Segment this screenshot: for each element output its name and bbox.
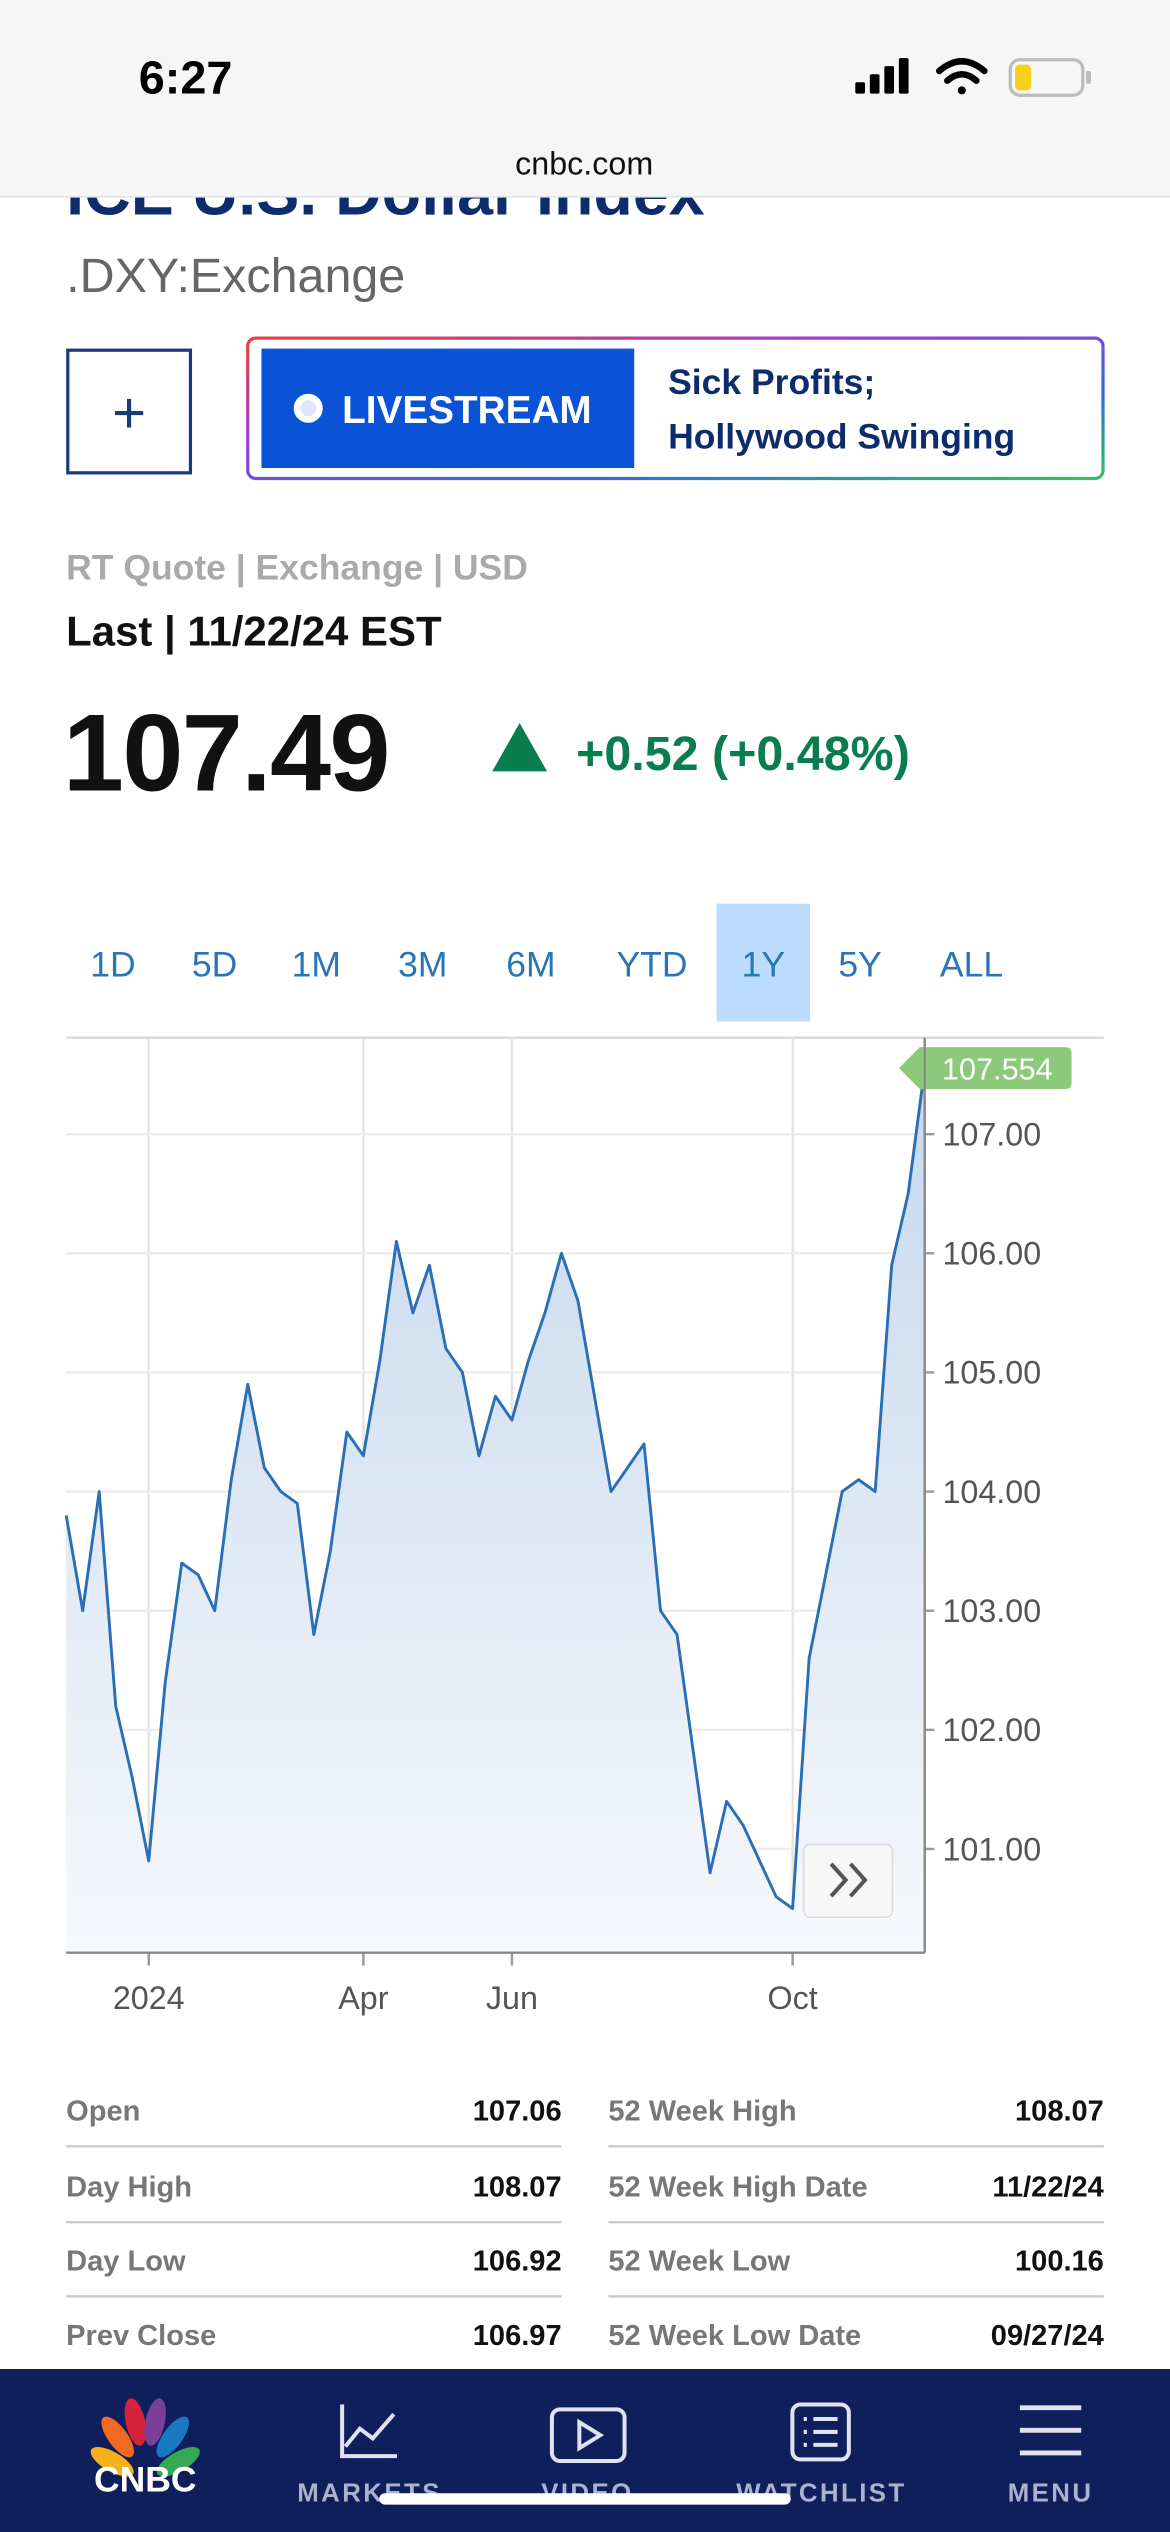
price-change: +0.52 (+0.48%) xyxy=(576,727,910,781)
tab-selected[interactable] xyxy=(716,903,811,1022)
range-tab[interactable]: 3M xyxy=(398,944,447,984)
x-tick-label: Apr xyxy=(338,1980,388,2016)
stats-table: Open 107.06 Day High 108.07 Day Low 106.92 Pre… xyxy=(66,2095,1104,2351)
video-icon[interactable] xyxy=(549,2407,627,2464)
quote-source: RT Quote | Exchange | USD xyxy=(66,547,528,587)
stat-label: Day Low xyxy=(66,2246,186,2278)
menu-icon[interactable] xyxy=(1019,2405,1082,2456)
url[interactable]: cnbc.com xyxy=(515,145,653,181)
add-button-label[interactable]: + xyxy=(112,380,146,445)
y-tick-label: 106.00 xyxy=(942,1236,1041,1272)
stat-value: 106.97 xyxy=(473,2320,562,2352)
range-tab[interactable]: 6M xyxy=(506,944,555,984)
stat-value: 09/27/24 xyxy=(991,2320,1104,2352)
y-tick-label: 104.00 xyxy=(942,1474,1041,1510)
range-tab[interactable]: 1D xyxy=(90,944,135,984)
status-time: 6:27 xyxy=(139,52,233,104)
home-indicator xyxy=(379,2493,791,2505)
cnbc-logo-mark[interactable] xyxy=(86,2396,204,2482)
range-tabs: 1D 5D 1M 3M 6M YTD 1Y 5Y ALL xyxy=(90,903,1003,1022)
watchlist-icon[interactable] xyxy=(790,2402,851,2462)
live-dot-inner xyxy=(300,400,317,417)
battery-icon xyxy=(1008,58,1091,97)
logo-text[interactable]: CNBC xyxy=(94,2460,197,2500)
y-tick-label: 103.00 xyxy=(942,1593,1041,1629)
stat-label: 52 Week Low Date xyxy=(608,2320,861,2352)
chart: 2024 Apr Jun Oct 101.00 102.00 103.00 104.00 105… xyxy=(64,1036,1104,2016)
line xyxy=(64,1067,927,1911)
stat-value: 11/22/24 xyxy=(992,2171,1103,2203)
livestream-button[interactable] xyxy=(261,348,635,468)
quote-time: Last | 11/22/24 EST xyxy=(66,608,442,656)
stat-label: Open xyxy=(66,2095,140,2127)
stat-label: 52 Week High Date xyxy=(608,2171,867,2203)
add-button[interactable] xyxy=(66,348,193,475)
livestream-headline[interactable]: Sick Profits; xyxy=(668,362,875,402)
expand-button[interactable] xyxy=(802,1843,894,1918)
browser-bar xyxy=(0,0,1170,197)
stat-value: 107.06 xyxy=(473,2095,562,2127)
stat-value: 108.07 xyxy=(473,2171,562,2203)
last-value-label: 107.554 xyxy=(942,1052,1053,1086)
stat-label: Day High xyxy=(66,2171,192,2203)
range-tab[interactable]: 1M xyxy=(292,944,341,984)
signal-icon xyxy=(855,58,909,94)
area xyxy=(66,1068,925,1953)
nav-item[interactable]: MENU xyxy=(1008,2479,1094,2507)
stat-value: 108.07 xyxy=(1015,2095,1104,2127)
livestream-headline[interactable]: Hollywood Swinging xyxy=(668,417,1015,457)
wifi-icon xyxy=(935,58,988,95)
last-value-tag xyxy=(898,1047,1072,1090)
markets-icon[interactable] xyxy=(340,2404,397,2459)
up-arrow xyxy=(492,722,548,772)
expand-icon[interactable] xyxy=(829,1862,868,1898)
range-tab[interactable]: ALL xyxy=(940,944,1003,984)
range-tab[interactable]: 5D xyxy=(192,944,237,984)
y-tick-label: 102.00 xyxy=(942,1712,1041,1748)
stat-label: 52 Week High xyxy=(608,2095,796,2127)
range-tab[interactable]: 1Y xyxy=(742,944,785,984)
bottom-nav xyxy=(0,2369,1170,2532)
stat-label: 52 Week Low xyxy=(608,2246,790,2278)
stat-value: 106.92 xyxy=(473,2246,562,2278)
range-tab[interactable]: 5Y xyxy=(838,944,881,984)
y-tick-label: 101.00 xyxy=(942,1831,1041,1867)
range-tab[interactable]: YTD xyxy=(616,944,687,984)
x-tick-label: Oct xyxy=(768,1980,818,2016)
livestream-label[interactable]: LIVESTREAM xyxy=(342,389,592,432)
x-tick-label: Jun xyxy=(486,1980,538,2016)
y-tick-label: 107.00 xyxy=(942,1116,1041,1152)
y-tick-label: 105.00 xyxy=(942,1355,1041,1391)
stat-value: 100.16 xyxy=(1015,2246,1104,2278)
symbol: .DXY:Exchange xyxy=(66,249,405,303)
x-tick-label: 2024 xyxy=(113,1980,185,2016)
price: 107.49 xyxy=(63,693,389,815)
stat-label: Prev Close xyxy=(66,2320,216,2352)
